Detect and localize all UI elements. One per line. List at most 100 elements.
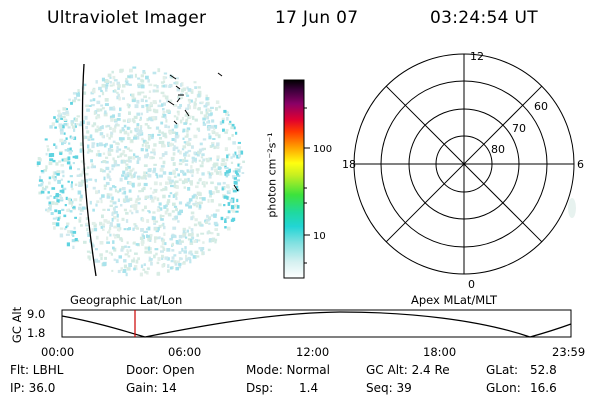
speckle-pixel <box>64 227 67 231</box>
speckle-pixel <box>126 267 131 271</box>
speckle-pixel <box>167 125 170 129</box>
speckle-pixel <box>163 132 167 137</box>
speckle-pixel <box>111 212 114 216</box>
speckle-pixel <box>53 226 56 230</box>
speckle-pixel <box>84 184 89 188</box>
speckle-pixel <box>45 152 48 156</box>
speckle-pixel <box>232 190 237 193</box>
speckle-pixel <box>86 130 90 134</box>
speckle-pixel <box>143 71 146 75</box>
speckle-pixel <box>177 106 180 109</box>
speckle-pixel <box>104 86 108 89</box>
speckle-pixel <box>233 176 237 180</box>
speckle-pixel <box>208 175 212 179</box>
speckle-pixel <box>198 159 201 162</box>
speckle-pixel <box>161 143 165 148</box>
speckle-pixel <box>200 248 204 252</box>
speckle-pixel <box>111 164 116 168</box>
mlt-label-12: 12 <box>470 50 484 63</box>
mlat-label-80: 80 <box>491 143 505 156</box>
speckle-pixel <box>182 233 186 237</box>
speckle-pixel <box>125 77 128 81</box>
speckle-pixel <box>180 240 184 243</box>
speckle-pixel <box>101 91 105 96</box>
speckle-pixel <box>187 88 192 92</box>
speckle-pixel <box>145 104 149 107</box>
speckle-pixel <box>187 233 191 237</box>
speckle-pixel <box>203 184 206 188</box>
speckle-pixel <box>91 104 95 107</box>
speckle-pixel <box>137 257 140 261</box>
speckle-pixel <box>160 250 164 253</box>
speckle-pixel <box>147 127 152 130</box>
speckle-pixel <box>202 138 207 141</box>
speckle-pixel <box>139 236 144 240</box>
speckle-pixel <box>123 124 127 128</box>
speckle-pixel <box>80 183 84 187</box>
speckle-pixel <box>61 208 65 211</box>
speckle-pixel <box>164 135 168 139</box>
speckle-pixel <box>214 238 218 242</box>
speckle-pixel <box>195 185 199 189</box>
speckle-pixel <box>148 117 153 121</box>
speckle-pixel <box>202 121 205 124</box>
speckle-pixel <box>131 184 135 188</box>
speckle-pixel <box>78 218 82 223</box>
speckle-pixel <box>116 218 119 222</box>
speckle-pixel <box>187 187 191 191</box>
speckle-pixel <box>140 147 144 152</box>
speckle-pixel <box>224 165 227 169</box>
speckle-pixel <box>147 144 150 149</box>
speckle-pixel <box>102 223 106 227</box>
speckle-pixel <box>187 142 191 147</box>
speckle-pixel <box>193 151 197 155</box>
speckle-pixel <box>125 173 130 178</box>
speckle-pixel <box>242 160 245 163</box>
speckle-pixel <box>90 91 94 95</box>
speckle-pixel <box>191 174 194 177</box>
speckle-pixel <box>150 137 154 140</box>
speckle-pixel <box>57 179 61 184</box>
speckle-pixel <box>155 220 159 223</box>
speckle-pixel <box>114 188 117 193</box>
speckle-pixel <box>238 150 242 154</box>
speckle-pixel <box>219 173 223 176</box>
speckle-pixel <box>128 197 133 201</box>
speckle-pixel <box>224 218 227 222</box>
speckle-pixel <box>141 208 145 212</box>
speckle-pixel <box>63 123 68 126</box>
speckle-pixel <box>105 250 109 253</box>
speckle-pixel <box>142 268 146 271</box>
speckle-pixel <box>166 208 169 212</box>
speckle-pixel <box>186 129 189 133</box>
speckle-pixel <box>151 133 154 138</box>
speckle-pixel <box>147 125 150 129</box>
speckle-pixel <box>72 230 77 234</box>
speckle-pixel <box>191 156 195 159</box>
speckle-pixel <box>177 149 180 153</box>
speckle-pixel <box>154 227 158 230</box>
speckle-pixel <box>231 123 235 127</box>
speckle-pixel <box>226 190 231 195</box>
altitude-curve <box>61 311 572 338</box>
speckle-pixel <box>154 239 157 243</box>
speckle-pixel <box>132 156 136 160</box>
speckle-pixel <box>205 181 208 185</box>
speckle-pixel <box>41 181 44 184</box>
speckle-pixel <box>118 148 122 151</box>
speckle-pixel <box>226 154 229 159</box>
speckle-pixel <box>213 145 216 150</box>
speckle-pixel <box>178 239 181 243</box>
speckle-pixel <box>103 176 106 181</box>
speckle-pixel <box>231 175 236 178</box>
speckle-pixel <box>133 136 137 140</box>
speckle-pixel <box>147 247 151 251</box>
speckle-pixel <box>215 107 218 111</box>
speckle-pixel <box>201 251 204 256</box>
speckle-pixel <box>211 191 215 195</box>
mlt-label-0: 0 <box>468 278 475 290</box>
speckle-pixel <box>51 187 56 190</box>
speckle-pixel <box>172 194 175 198</box>
speckle-pixel <box>77 89 80 92</box>
speckle-pixel <box>227 153 231 156</box>
